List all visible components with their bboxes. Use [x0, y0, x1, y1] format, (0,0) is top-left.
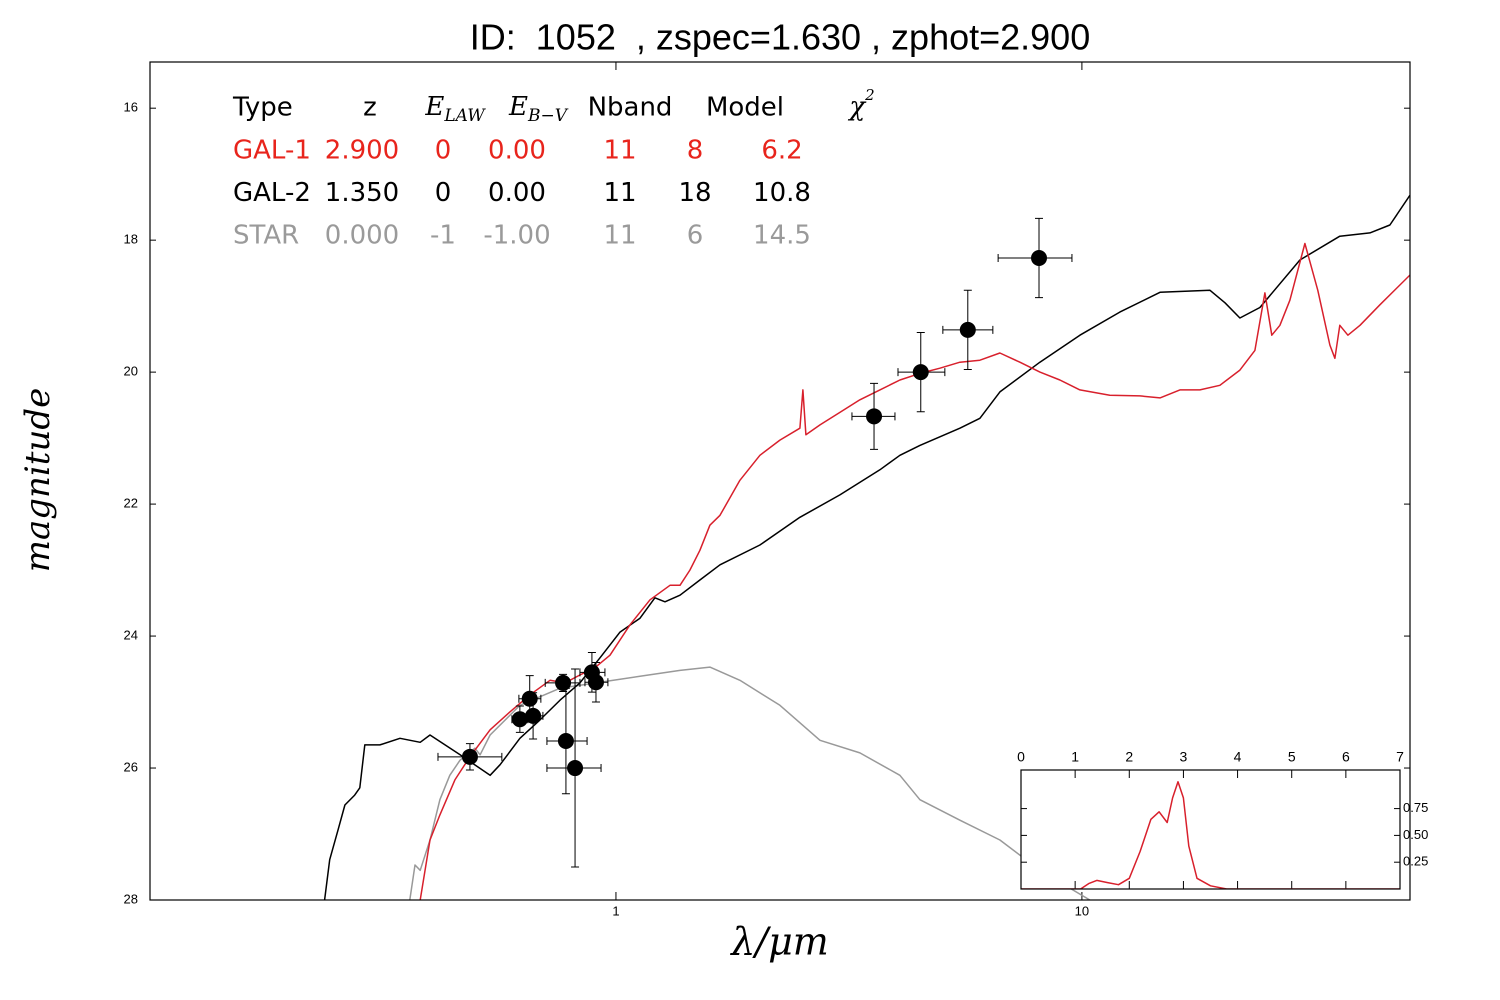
- table-cell: -1: [430, 221, 456, 251]
- table-cell: 14.5: [753, 221, 811, 251]
- table-header: Nband: [588, 93, 673, 123]
- x-tick-label: 0: [1017, 749, 1025, 765]
- data-point: [521, 690, 538, 707]
- table-header: Model: [706, 93, 784, 123]
- x-tick-label: 4: [1234, 749, 1242, 765]
- y-tick-label: 22: [124, 496, 138, 511]
- plot-frame: [1020, 769, 1401, 890]
- table-cell: STAR: [233, 221, 299, 251]
- table-cell: 0: [435, 136, 452, 166]
- x-tick-label: 3: [1180, 749, 1188, 765]
- table-cell: 6.2: [761, 136, 802, 166]
- chart-title: ID: 1052 , zspec=1.630 , zphot=2.900: [470, 17, 1090, 58]
- table-cell: 8: [687, 136, 704, 166]
- y-tick-label: 0.75: [1403, 800, 1428, 815]
- table-cell: 2.900: [325, 136, 399, 166]
- plot-area: [1021, 770, 1400, 889]
- table-cell: 0: [435, 178, 452, 208]
- data-point: [511, 711, 528, 728]
- data-point: [567, 760, 584, 777]
- model-line: [1021, 781, 1400, 889]
- y-tick-label: 24: [124, 628, 138, 643]
- data-point: [525, 707, 542, 724]
- x-tick-label: 10: [1075, 903, 1089, 918]
- y-tick-label: 0.50: [1403, 827, 1428, 842]
- table-cell: 11: [603, 178, 636, 208]
- table-cell: 11: [603, 221, 636, 251]
- y-tick-label: 28: [124, 891, 138, 906]
- table-cell: 1.350: [325, 178, 399, 208]
- x-axis-label: λ/μm: [729, 920, 829, 964]
- data-point: [912, 364, 929, 381]
- table-header: z: [363, 93, 377, 123]
- table-header-subscript: B−V: [527, 106, 569, 126]
- table-header: χ2: [847, 86, 874, 122]
- table-cell: 18: [678, 178, 711, 208]
- model-line: [409, 666, 1091, 900]
- data-point: [557, 732, 574, 749]
- model-line: [323, 194, 1410, 900]
- data-point: [866, 408, 883, 425]
- table-cell: -1.00: [483, 221, 550, 251]
- table-cell: 11: [603, 136, 636, 166]
- data-point: [587, 674, 604, 691]
- table-header: ELAW: [424, 92, 486, 126]
- data-point: [555, 674, 572, 691]
- y-tick-label: 26: [124, 759, 138, 774]
- model-line: [419, 242, 1410, 900]
- x-tick-label: 5: [1288, 749, 1296, 765]
- data-point: [959, 321, 976, 338]
- y-tick-label: 0.25: [1403, 854, 1428, 869]
- table-header: Type: [232, 93, 293, 123]
- x-tick-label: 7: [1396, 749, 1404, 765]
- table-cell: 0.00: [488, 178, 546, 208]
- y-axis-label: magnitude: [18, 388, 58, 573]
- table-cell: 6: [687, 221, 704, 251]
- x-tick-label: 6: [1342, 749, 1350, 765]
- table-header-symbol: E: [424, 92, 444, 122]
- y-tick-label: 20: [124, 364, 138, 379]
- table-cell: 0.000: [325, 221, 399, 251]
- y-tick-label: 18: [124, 232, 138, 247]
- y-tick-label: 16: [124, 100, 138, 115]
- table-header-superscript: 2: [864, 86, 875, 104]
- table-cell: 10.8: [753, 178, 811, 208]
- table-header-subscript: LAW: [443, 106, 486, 126]
- x-tick-label: 1: [612, 903, 619, 918]
- x-tick-label: 2: [1125, 749, 1133, 765]
- table-cell: GAL-2: [233, 178, 311, 208]
- plot-area: [150, 62, 1410, 900]
- data-point: [461, 748, 478, 765]
- plot-frame: [149, 61, 1411, 901]
- table-header: EB−V: [508, 92, 569, 126]
- table-cell: 0.00: [488, 136, 546, 166]
- x-tick-label: 1: [1071, 749, 1079, 765]
- table-header-symbol: χ: [847, 92, 867, 122]
- data-point: [1031, 249, 1048, 266]
- table-cell: GAL-1: [233, 136, 311, 166]
- table-header-symbol: E: [508, 92, 528, 122]
